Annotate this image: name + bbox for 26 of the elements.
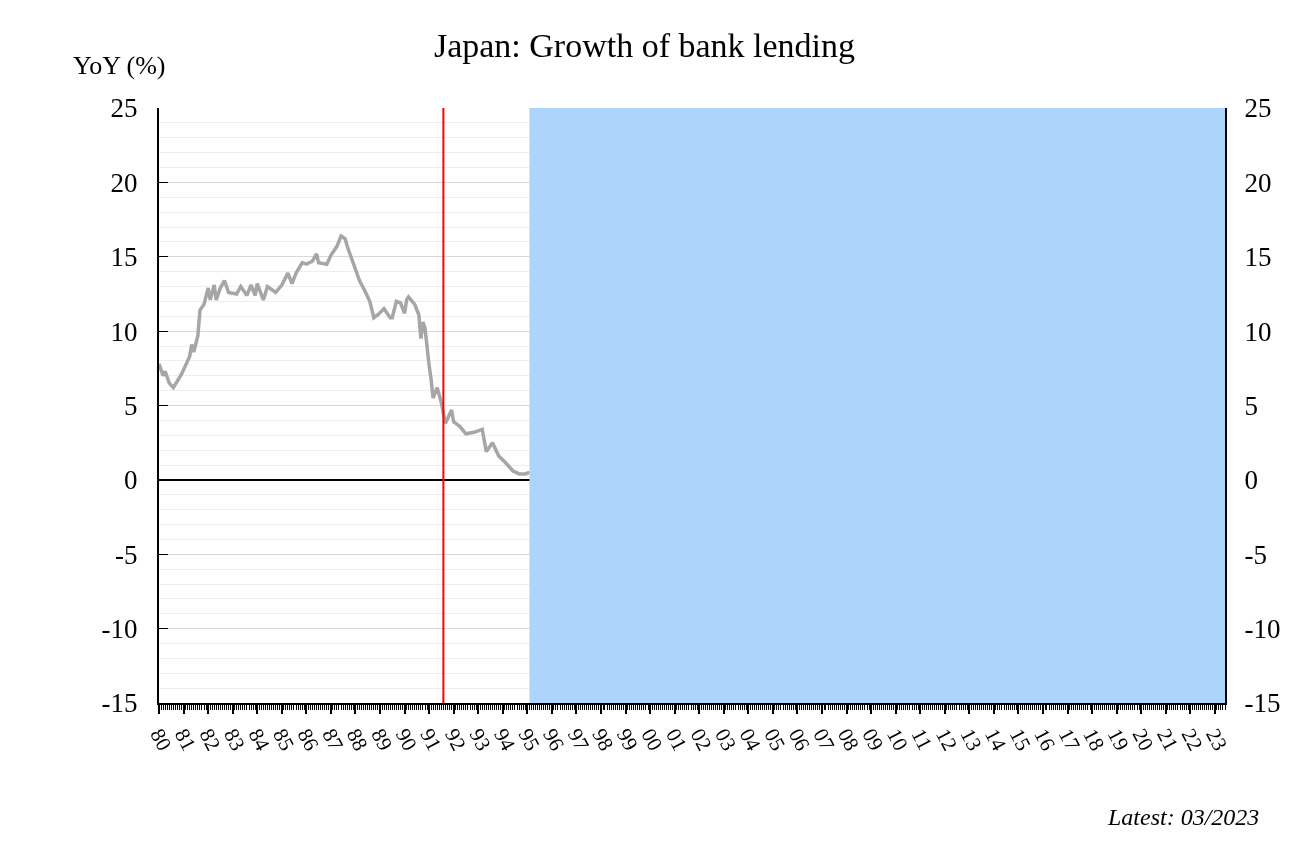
x-tick-label: 23 [1201, 724, 1233, 755]
y-tick-label: 0 [124, 465, 138, 496]
y-axis-title: YoY (%) [73, 51, 166, 80]
y2-tick-label: 20 [1244, 167, 1272, 198]
y2-tick-label: 25 [1244, 93, 1272, 124]
y-tick-label: -10 [101, 614, 138, 645]
x-tick-label: 84 [243, 724, 275, 755]
y2-tick-label: -10 [1244, 614, 1281, 645]
line-series [159, 234, 532, 476]
y-tick-label: 20 [110, 167, 138, 198]
y-tick-label: 10 [110, 316, 138, 347]
y-tick-label: -5 [115, 539, 138, 570]
x-tick-label: 87 [317, 724, 349, 755]
y-tick-label: -15 [101, 688, 138, 719]
y2-tick-label: -5 [1244, 539, 1267, 570]
text: Latest: 03/2023 [1107, 804, 1260, 830]
y-tick-label: 15 [110, 242, 138, 273]
y2-tick-label: 0 [1244, 465, 1258, 496]
y2-tick-label: 10 [1244, 316, 1272, 347]
chart-title: Japan: Growth of bank lending [433, 26, 856, 64]
y-tick-label: 5 [124, 390, 138, 421]
x-tick-label: 07 [808, 724, 840, 755]
y2-tick-label: 5 [1244, 390, 1258, 421]
y-tick-label: 25 [110, 93, 138, 124]
y2-tick-label: 15 [1244, 242, 1272, 273]
y2-tick-label: -15 [1244, 688, 1281, 719]
